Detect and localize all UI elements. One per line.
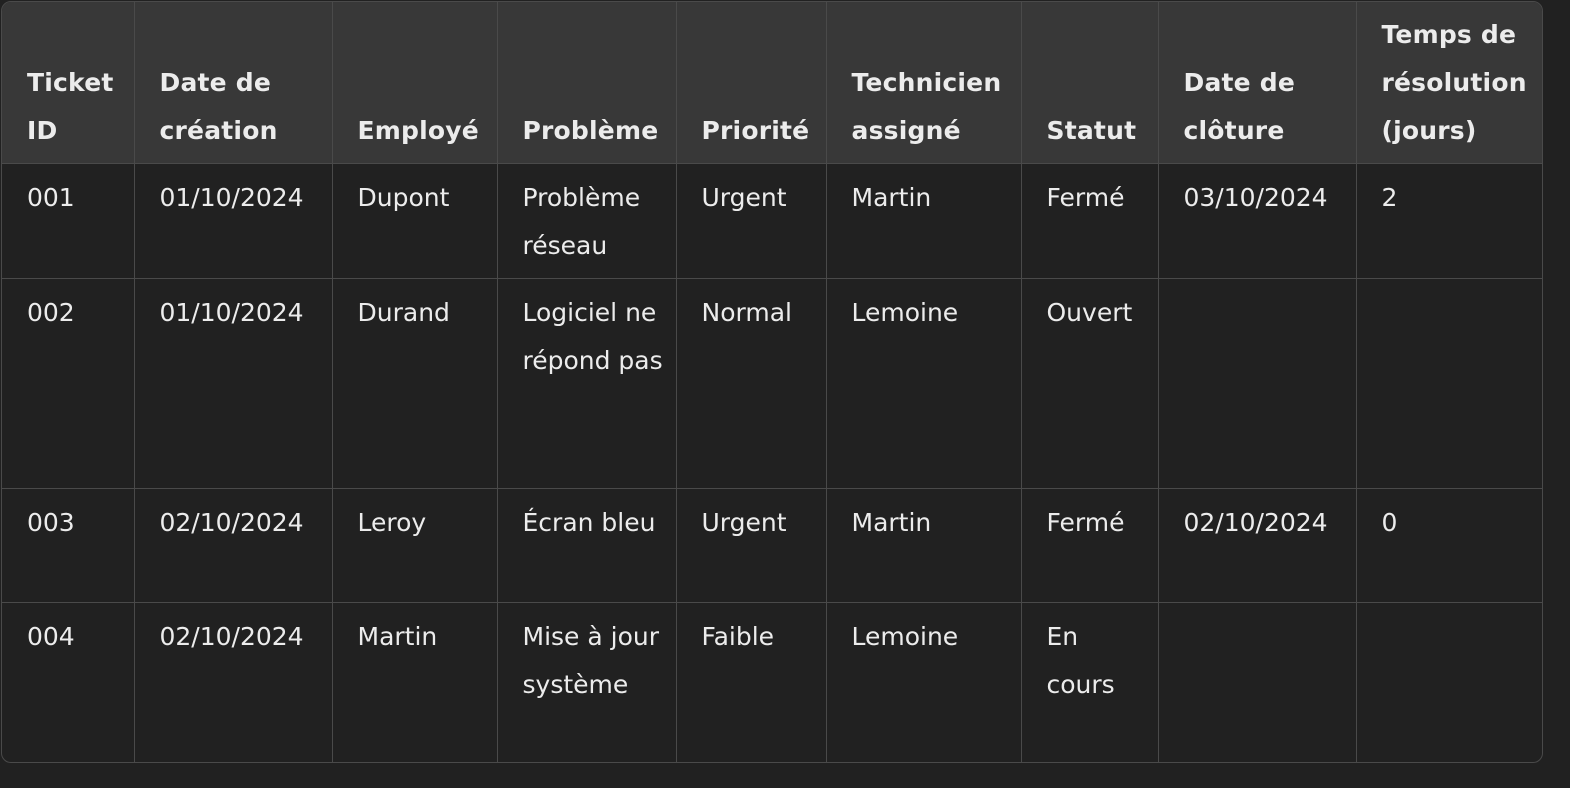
header-row: Ticket ID Date de création Employé Probl… bbox=[2, 2, 1542, 164]
cell-probleme: Problème réseau bbox=[497, 163, 677, 279]
header-date-cloture: Date de clôture bbox=[1158, 2, 1357, 164]
cell-temps-resolution bbox=[1356, 602, 1542, 762]
header-employe: Employé bbox=[332, 2, 498, 164]
cell-probleme: Mise à jour système bbox=[497, 602, 677, 762]
header-technicien: Technicien assigné bbox=[826, 2, 1022, 164]
cell-employe: Durand bbox=[332, 278, 498, 489]
cell-technicien: Martin bbox=[826, 163, 1022, 279]
cell-probleme: Logiciel ne répond pas bbox=[497, 278, 677, 489]
cell-priorite: Urgent bbox=[676, 488, 827, 603]
table-header: Ticket ID Date de création Employé Probl… bbox=[2, 2, 1542, 164]
cell-statut: Fermé bbox=[1021, 163, 1159, 279]
cell-date-cloture: 02/10/2024 bbox=[1158, 488, 1357, 603]
header-ticket-id: Ticket ID bbox=[2, 2, 135, 164]
cell-temps-resolution: 2 bbox=[1356, 163, 1542, 279]
cell-date-cloture bbox=[1158, 602, 1357, 762]
cell-statut: En cours bbox=[1021, 602, 1159, 762]
cell-ticket-id: 002 bbox=[2, 278, 135, 489]
header-statut: Statut bbox=[1021, 2, 1159, 164]
cell-priorite: Urgent bbox=[676, 163, 827, 279]
cell-employe: Leroy bbox=[332, 488, 498, 603]
cell-date-creation: 02/10/2024 bbox=[134, 488, 333, 603]
cell-probleme: Écran bleu bbox=[497, 488, 677, 603]
table-row: 003 02/10/2024 Leroy Écran bleu Urgent M… bbox=[2, 488, 1542, 603]
table-row: 004 02/10/2024 Martin Mise à jour systèm… bbox=[2, 602, 1542, 762]
cell-ticket-id: 003 bbox=[2, 488, 135, 603]
cell-priorite: Faible bbox=[676, 602, 827, 762]
cell-statut: Ouvert bbox=[1021, 278, 1159, 489]
cell-technicien: Martin bbox=[826, 488, 1022, 603]
ticket-table: Ticket ID Date de création Employé Probl… bbox=[2, 2, 1542, 762]
cell-date-creation: 01/10/2024 bbox=[134, 163, 333, 279]
cell-technicien: Lemoine bbox=[826, 278, 1022, 489]
cell-priorite: Normal bbox=[676, 278, 827, 489]
cell-date-creation: 02/10/2024 bbox=[134, 602, 333, 762]
cell-employe: Martin bbox=[332, 602, 498, 762]
table-row: 001 01/10/2024 Dupont Problème réseau Ur… bbox=[2, 163, 1542, 279]
header-temps-resolution: Temps de résolution (jours) bbox=[1356, 2, 1542, 164]
cell-temps-resolution bbox=[1356, 278, 1542, 489]
cell-ticket-id: 004 bbox=[2, 602, 135, 762]
ticket-table-container: Ticket ID Date de création Employé Probl… bbox=[1, 1, 1543, 763]
cell-technicien: Lemoine bbox=[826, 602, 1022, 762]
table-row: 002 01/10/2024 Durand Logiciel ne répond… bbox=[2, 278, 1542, 489]
cell-employe: Dupont bbox=[332, 163, 498, 279]
cell-ticket-id: 001 bbox=[2, 163, 135, 279]
header-date-creation: Date de création bbox=[134, 2, 333, 164]
cell-statut: Fermé bbox=[1021, 488, 1159, 603]
header-priorite: Priorité bbox=[676, 2, 827, 164]
cell-date-cloture: 03/10/2024 bbox=[1158, 163, 1357, 279]
header-probleme: Problème bbox=[497, 2, 677, 164]
cell-date-creation: 01/10/2024 bbox=[134, 278, 333, 489]
cell-temps-resolution: 0 bbox=[1356, 488, 1542, 603]
table-body: 001 01/10/2024 Dupont Problème réseau Ur… bbox=[2, 163, 1542, 762]
cell-date-cloture bbox=[1158, 278, 1357, 489]
